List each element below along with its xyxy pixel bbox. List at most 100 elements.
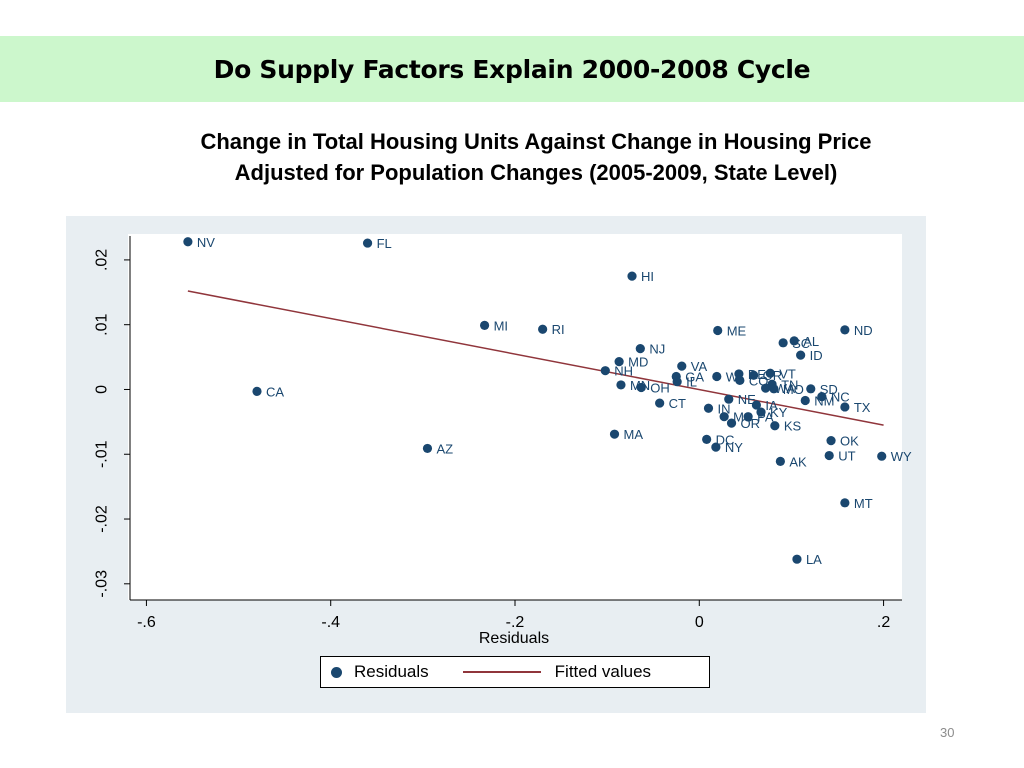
point-label: VT [779,366,796,381]
point-label: MO [783,382,804,397]
point-label: UT [838,449,855,464]
slide-title: Do Supply Factors Explain 2000-2008 Cycl… [213,54,811,84]
data-point [711,442,721,452]
data-point [183,237,193,247]
data-point [817,391,827,402]
x-tick-label: -.4 [321,614,340,631]
point-label: AL [803,334,819,349]
point-label: IL [686,375,697,390]
point-label: NJ [649,342,665,357]
y-tick-label: -.02 [94,505,111,533]
data-point [743,412,753,422]
data-point [840,402,850,412]
data-point [252,386,262,397]
data-point [761,383,771,393]
x-tick-label: -.6 [137,614,156,631]
data-point [877,451,887,461]
subtitle-line-1: Change in Total Housing Units Against Ch… [200,129,872,154]
data-point [627,271,637,281]
point-label: CA [266,384,284,399]
point-label: FL [377,236,392,251]
data-point [479,320,490,330]
data-point [719,412,729,422]
point-label: DC [716,432,735,447]
point-label: IA [765,398,778,413]
legend: Residuals Fitted values [320,656,710,688]
data-point [614,357,624,367]
data-point [713,325,723,336]
point-label: RI [552,322,565,337]
point-label: TN [781,377,798,392]
data-point [840,325,850,335]
legend-residuals-marker [331,666,342,678]
data-point [806,384,816,394]
point-label: NV [197,235,215,250]
data-point [712,371,722,382]
data-point [362,238,373,248]
data-point [796,350,806,360]
point-label: WA [775,381,796,396]
data-point [749,370,759,380]
point-label: OR [741,416,761,431]
data-point [636,382,646,393]
data-point [770,421,780,431]
data-point [702,434,712,444]
chart-subtitle: Change in Total Housing Units Against Ch… [100,126,972,188]
point-label: VA [691,359,708,374]
plot-region [128,234,902,600]
data-point [769,384,779,394]
data-point [824,450,834,461]
point-label: WY [891,449,912,464]
data-point [751,400,762,410]
data-point [792,554,802,564]
legend-fitted-label: Fitted values [554,662,652,681]
data-point [677,361,687,371]
legend-residuals-label: Residuals [354,662,429,681]
data-point [726,418,737,428]
point-label: KY [770,405,788,420]
point-label: NY [725,440,743,455]
legend-fitted-line-marker [462,671,541,673]
point-label: KS [784,419,802,434]
point-label: MI [494,318,508,333]
point-label: ND [854,323,873,338]
y-tick-label: 0 [94,385,111,394]
fitted-line [187,290,884,426]
x-tick-label: -.2 [506,614,525,631]
point-label: GA [685,370,704,385]
x-axis-title: Residuals [479,630,549,647]
slide-number: 30 [940,725,955,740]
data-point [600,366,610,376]
data-point [616,380,626,390]
point-label: SC [792,336,810,351]
point-label: MS [733,410,753,425]
point-label: NC [831,390,850,405]
data-point [703,403,714,413]
y-tick-label: -.03 [94,570,111,598]
data-point [826,436,836,446]
data-point [635,344,645,354]
point-label: MD [628,355,648,370]
point-label: IN [718,401,731,416]
data-point [778,338,788,348]
data-point [789,336,799,346]
point-label: ID [810,348,823,363]
point-label: MT [854,496,873,511]
x-tick-label: 0 [695,614,704,631]
data-point [800,395,810,406]
point-label: LA [806,552,822,567]
point-label: PA [757,410,774,425]
data-point [775,456,785,466]
y-tick-label: .02 [94,249,111,271]
data-point [840,498,850,508]
point-label: MA [624,427,644,442]
data-point [765,368,775,378]
data-point [756,407,766,417]
x-tick-label: .2 [877,614,890,631]
point-label: HI [641,269,654,284]
data-point [655,398,665,408]
point-label: ME [727,324,747,339]
title-band: Do Supply Factors Explain 2000-2008 Cycl… [0,36,1024,102]
point-label: AZ [436,441,453,456]
